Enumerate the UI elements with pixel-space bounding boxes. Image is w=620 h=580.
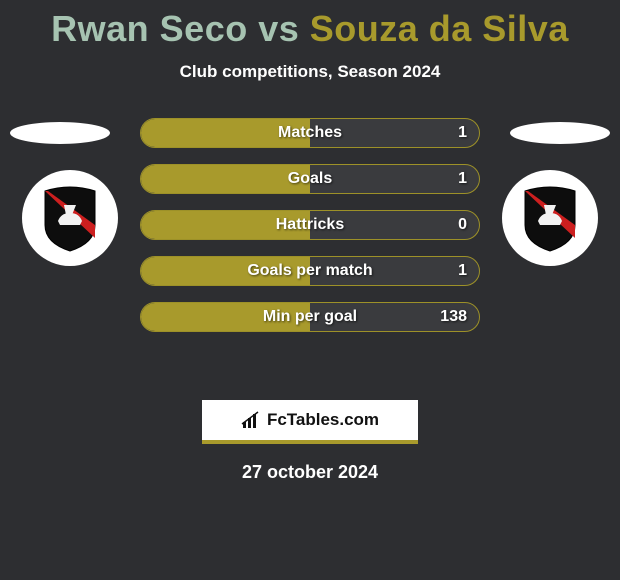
stat-value: 1 — [458, 257, 467, 285]
source-logo: FcTables.com — [202, 400, 418, 444]
stat-value: 1 — [458, 119, 467, 147]
player2-disc — [510, 122, 610, 144]
subtitle: Club competitions, Season 2024 — [0, 62, 620, 82]
stat-value: 0 — [458, 211, 467, 239]
date-text: 27 october 2024 — [0, 462, 620, 483]
stat-value: 138 — [440, 303, 467, 331]
stat-row: Matches 1 — [140, 118, 480, 148]
stat-row: Goals per match 1 — [140, 256, 480, 286]
stat-row: Goals 1 — [140, 164, 480, 194]
player2-name: Souza da Silva — [310, 8, 569, 49]
stat-label: Matches — [141, 119, 479, 147]
player1-crest — [22, 170, 118, 266]
player1-name: Rwan Seco — [51, 8, 248, 49]
stat-bars: Matches 1 Goals 1 Hattricks 0 Goals per … — [140, 118, 480, 348]
stat-row: Min per goal 138 — [140, 302, 480, 332]
vs-text: vs — [248, 8, 310, 49]
stat-label: Hattricks — [141, 211, 479, 239]
player2-crest — [502, 170, 598, 266]
stat-row: Hattricks 0 — [140, 210, 480, 240]
page-title: Rwan Seco vs Souza da Silva — [0, 0, 620, 50]
stat-label: Goals — [141, 165, 479, 193]
club-crest-icon — [40, 183, 100, 253]
comparison-panel: Matches 1 Goals 1 Hattricks 0 Goals per … — [0, 118, 620, 378]
logo-text: FcTables.com — [267, 410, 379, 430]
club-crest-icon — [520, 183, 580, 253]
player1-disc — [10, 122, 110, 144]
bar-chart-icon — [241, 410, 261, 430]
stat-label: Min per goal — [141, 303, 479, 331]
stat-value: 1 — [458, 165, 467, 193]
stat-label: Goals per match — [141, 257, 479, 285]
